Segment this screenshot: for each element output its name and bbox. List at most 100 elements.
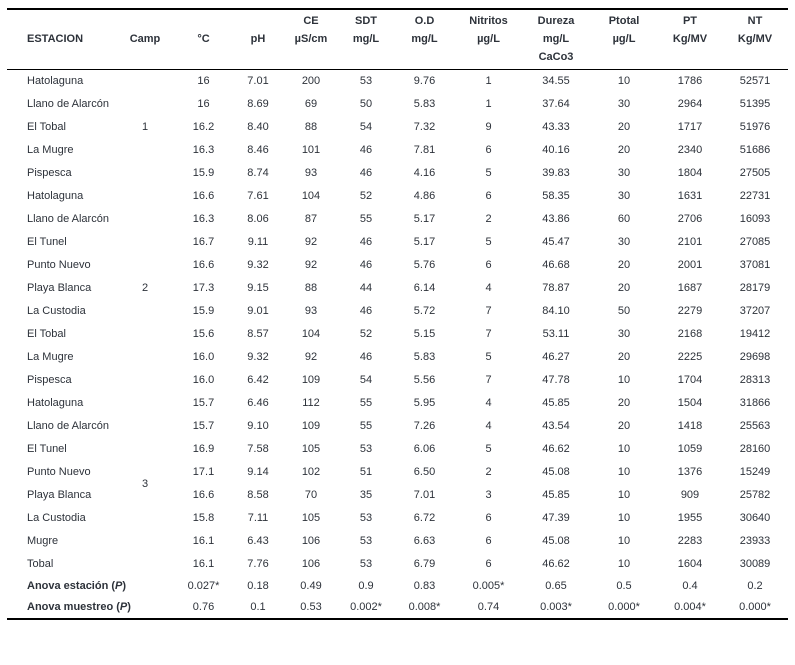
value-cell: 6 [485,190,492,202]
value-cell: 93 [304,167,318,179]
value-cell: 10 [617,466,631,478]
station-name: La Mugre [27,144,74,156]
value-cell: 6.06 [413,443,436,455]
value-cell: 5.17 [413,236,436,248]
water-quality-table: ESTACION Camp °C pH [7,8,788,620]
station-name: Tobal [27,558,54,570]
value-cell: 7.61 [247,190,269,202]
value-cell: 39.83 [542,167,570,179]
value-cell: 70 [304,489,318,501]
anova-value-cell: 0.2 [747,580,763,592]
anova-label: Anova muestreo (P) [27,601,131,613]
anova-value-cell: 0.49 [300,580,322,592]
anova-value-cell: 0.4 [682,580,698,592]
station-name: La Custodia [27,305,86,317]
table-row: El Tobal 15.6 8.57 104 52 5.15 7 53.11 30 2168 194… [7,323,788,346]
value-cell: 20 [617,282,631,294]
value-cell: 7.01 [413,489,436,501]
value-cell: 23933 [739,535,771,547]
value-cell: 15.7 [192,397,215,409]
value-cell: 4 [485,282,492,294]
table-row: Playa Blanca 16.6 8.58 70 35 7.01 3 45.85 10 909 2… [7,484,788,507]
value-cell: 53 [359,535,373,547]
value-cell: 15249 [739,466,771,478]
anova-value-cell: 0.005* [472,580,505,592]
anova-value-cell: 0.53 [300,601,322,613]
value-cell: 7.76 [247,558,269,570]
value-cell: 46.62 [542,558,570,570]
value-cell: 9.76 [413,75,436,87]
value-cell: 109 [301,374,321,386]
header-od: O.D mg/L [411,15,438,45]
value-cell: 5.76 [413,259,436,271]
table-row: Punto Nuevo 17.1 9.14 102 51 6.50 2 45.08 10 1376… [7,461,788,484]
header-ce: CE µS/cm [294,15,328,45]
value-cell: 9.10 [247,420,269,432]
value-cell: 19412 [739,328,771,340]
value-cell: 10 [617,535,631,547]
table-row: Hatolaguna 2 16.6 7.61 104 52 4.86 6 58.35 30 1631… [7,185,788,294]
value-cell: 16.3 [192,144,215,156]
camp-number: 2 [141,282,149,294]
header-nt: NT Kg/MV [737,15,773,45]
value-cell: 6.50 [413,466,436,478]
anova-value-cell: 0.74 [477,601,500,613]
value-cell: 105 [301,512,321,524]
value-cell: 46.27 [542,351,570,363]
anova-row: Anova estación (P) 0.027* 0.18 0.49 0.9 0.83 0… [7,576,788,597]
value-cell: 43.54 [542,420,570,432]
value-cell: 16.6 [192,190,215,202]
value-cell: 92 [304,236,318,248]
value-cell: 46 [359,305,373,317]
value-cell: 2964 [677,98,703,110]
value-cell: 45.08 [542,535,570,547]
value-cell: 50 [359,98,373,110]
table-row: Hatolaguna 3 15.7 6.46 112 55 5.95 4 45.85 20 1504… [7,392,788,490]
value-cell: 6 [485,144,492,156]
station-name: El Tobal [27,121,66,133]
station-name: Llano de Alarcón [27,420,109,432]
value-cell: 9.01 [247,305,269,317]
value-cell: 6.72 [413,512,436,524]
value-cell: 37207 [739,305,771,317]
value-cell: 46 [359,259,373,271]
value-cell: 16 [197,98,210,110]
value-cell: 106 [301,558,321,570]
value-cell: 45.47 [542,236,570,248]
anova-value-cell: 0.9 [358,580,374,592]
value-cell: 5 [485,167,492,179]
value-cell: 52 [359,190,373,202]
table-row: La Mugre 16.3 8.46 101 46 7.81 6 40.16 20 2340 516… [7,139,788,162]
anova-value-cell: 0.004* [674,601,706,613]
value-cell: 37.64 [542,98,570,110]
value-cell: 35 [359,489,373,501]
value-cell: 54 [359,121,373,133]
value-cell: 45.85 [542,397,570,409]
value-cell: 16.9 [192,443,215,455]
station-name: Mugre [27,535,59,547]
value-cell: 1504 [677,397,703,409]
station-name: El Tunel [27,236,67,248]
anova-value-cell: 0.76 [192,601,215,613]
value-cell: 53 [359,443,373,455]
value-cell: 4.86 [413,190,436,202]
value-cell: 25782 [739,489,771,501]
value-cell: 45.08 [542,466,570,478]
value-cell: 1704 [677,374,703,386]
station-name: La Mugre [27,351,74,363]
value-cell: 15.9 [192,167,215,179]
value-cell: 1786 [677,75,703,87]
header-sdt: SDT mg/L [352,15,380,45]
value-cell: 31866 [739,397,771,409]
value-cell: 92 [304,351,318,363]
table-row: El Tobal 16.2 8.40 88 54 7.32 9 43.33 20 1717 5197… [7,116,788,139]
camp-number: 3 [141,477,149,490]
value-cell: 2706 [677,213,703,225]
value-cell: 55 [359,213,373,225]
value-cell: 10 [617,443,631,455]
header-dureza: Dureza mg/L CaCo3 [537,15,575,63]
value-cell: 6 [485,558,492,570]
value-cell: 20 [617,121,631,133]
anova-row: Anova muestreo (P) 0.76 0.1 0.53 0.002* 0.008… [7,597,788,619]
table-body: Hatolaguna 1 16 7.01 200 53 9.76 1 34.55 10 1786 52… [7,70,788,620]
